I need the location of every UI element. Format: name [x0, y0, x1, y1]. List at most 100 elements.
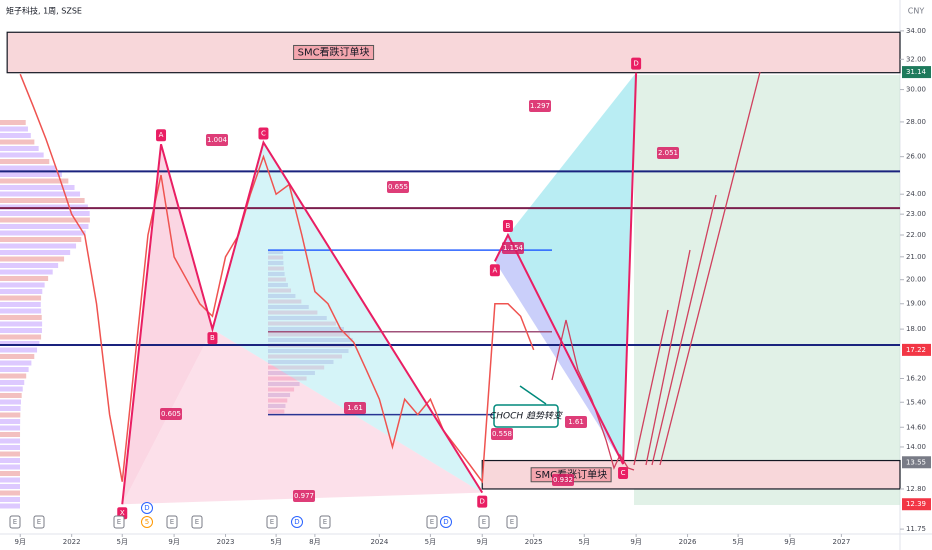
x-tick-label: 5月: [579, 538, 590, 546]
volume-profile-bar: [0, 373, 27, 379]
annotation-box: [493, 404, 559, 428]
event-marker: E: [430, 518, 434, 526]
y-tick-label: 34.00: [906, 27, 926, 35]
volume-profile-bar: [0, 224, 89, 229]
x-tick-label: 9月: [630, 538, 641, 546]
event-marker-box: [506, 515, 518, 529]
chart-title: 矩子科技, 1周, SZSE: [6, 6, 82, 16]
y-tick-label: 11.75: [906, 525, 926, 533]
event-marker-circle: [141, 516, 153, 528]
y-tick-label: 22.00: [906, 231, 926, 239]
x-tick-label: 5月: [425, 538, 436, 546]
pattern-point-label: B: [210, 334, 215, 342]
event-marker-box: [33, 515, 45, 529]
volume-profile-bar: [0, 386, 23, 392]
y-tick-label: 24.00: [906, 190, 926, 198]
y-tick-label: 15.40: [906, 398, 926, 406]
x-tick-label: 9月: [14, 538, 25, 546]
volume-profile-bar: [0, 393, 22, 398]
y-tick-label: 19.00: [906, 300, 926, 308]
price-label-box: [902, 66, 931, 79]
volume-profile-bar: [268, 387, 295, 392]
projection-arrow: [645, 249, 691, 466]
volume-profile-bar: [0, 419, 21, 424]
projection-arrow: [659, 71, 761, 466]
x-tick-label: 2027: [832, 538, 850, 546]
volume-profile-bar: [0, 230, 86, 236]
ratio-label: 2.051: [658, 149, 678, 157]
volume-profile-bar: [0, 126, 28, 132]
ratio-box: [502, 242, 524, 254]
x-tick-label: 5月: [117, 538, 128, 546]
pattern-point-box: [477, 495, 488, 508]
annotation-pointer: [519, 385, 547, 405]
y-tick-label: 14.00: [906, 443, 926, 451]
volume-profile-bar: [0, 204, 88, 210]
y-tick-label: 32.00: [906, 55, 926, 63]
volume-profile-bar: [0, 406, 21, 411]
price-label: 12.39: [906, 500, 926, 508]
y-tick-label: 14.60: [906, 423, 926, 431]
ratio-label: 0.655: [388, 183, 408, 191]
volume-profile-bar: [0, 412, 21, 418]
volume-profile-bar: [0, 263, 59, 268]
event-marker-box: [113, 515, 125, 529]
event-marker: E: [195, 518, 199, 526]
y-tick-label: 12.80: [906, 485, 926, 493]
ratio-label: 1.297: [530, 102, 550, 110]
event-marker-circle: [141, 502, 153, 514]
pattern-point-label: C: [261, 129, 266, 137]
volume-profile-bar: [0, 178, 69, 184]
decorations: [0, 75, 900, 509]
annotation: CHOCH 趋势转变: [490, 411, 564, 422]
volume-profile-bar: [0, 425, 21, 431]
event-marker: E: [170, 518, 174, 526]
volume-profile-bar: [268, 393, 291, 397]
volume-profile-bar: [0, 198, 85, 203]
volume-profile-bar: [0, 139, 35, 145]
currency: CNY: [908, 7, 925, 16]
volume-profile-bar: [0, 302, 41, 307]
event-marker-circle: [440, 516, 452, 528]
volume-profile-bar: [0, 185, 75, 190]
price-label-box: [902, 343, 931, 356]
event-marker-circle: [291, 516, 303, 528]
volume-profile-bar: [0, 321, 43, 327]
event-marker-box: [9, 515, 21, 529]
event-marker: E: [482, 518, 486, 526]
volume-profile-bar: [0, 172, 62, 177]
price-label: 13.55: [906, 458, 926, 466]
ratio-label: 1.154: [503, 244, 524, 252]
y-tick-label: 28.00: [906, 118, 926, 126]
y-tick-label: 21.00: [906, 253, 926, 261]
event-marker: 5: [145, 518, 149, 526]
event-marker: D: [443, 518, 448, 526]
volume-profile-bar: [0, 445, 21, 450]
pattern-point-box: [258, 127, 269, 140]
volume-profile-bar: [0, 146, 39, 151]
volume-profile-bar: [0, 276, 49, 281]
ratio-label: 0.558: [492, 430, 512, 438]
x-tick-label: 9月: [168, 538, 179, 546]
zone-label: SMC看跌订单块: [298, 45, 370, 58]
projection-path: [551, 319, 635, 471]
volume-profile-bar: [0, 282, 45, 288]
volume-profile-bar: [0, 477, 21, 483]
pattern-area: [122, 329, 483, 505]
volume-profile-bar: [0, 243, 77, 249]
volume-profile-bar: [0, 380, 25, 385]
volume-profile-bar: [0, 334, 42, 340]
x-tick-label: 2025: [525, 538, 543, 546]
event-marker: E: [510, 518, 514, 526]
volume-profile-bar: [0, 295, 42, 301]
volume-profile-bar: [0, 250, 71, 255]
volume-profile-bar: [0, 484, 21, 489]
zone-label-box: [293, 44, 375, 60]
pattern-point-box: [618, 466, 629, 479]
pattern-point-label: A: [159, 131, 164, 139]
event-marker: E: [270, 518, 274, 526]
event-marker: D: [144, 504, 149, 512]
x-tick-label: 2023: [217, 538, 235, 546]
volume-profile-bar: [0, 211, 90, 216]
pattern-point-box: [207, 332, 218, 345]
